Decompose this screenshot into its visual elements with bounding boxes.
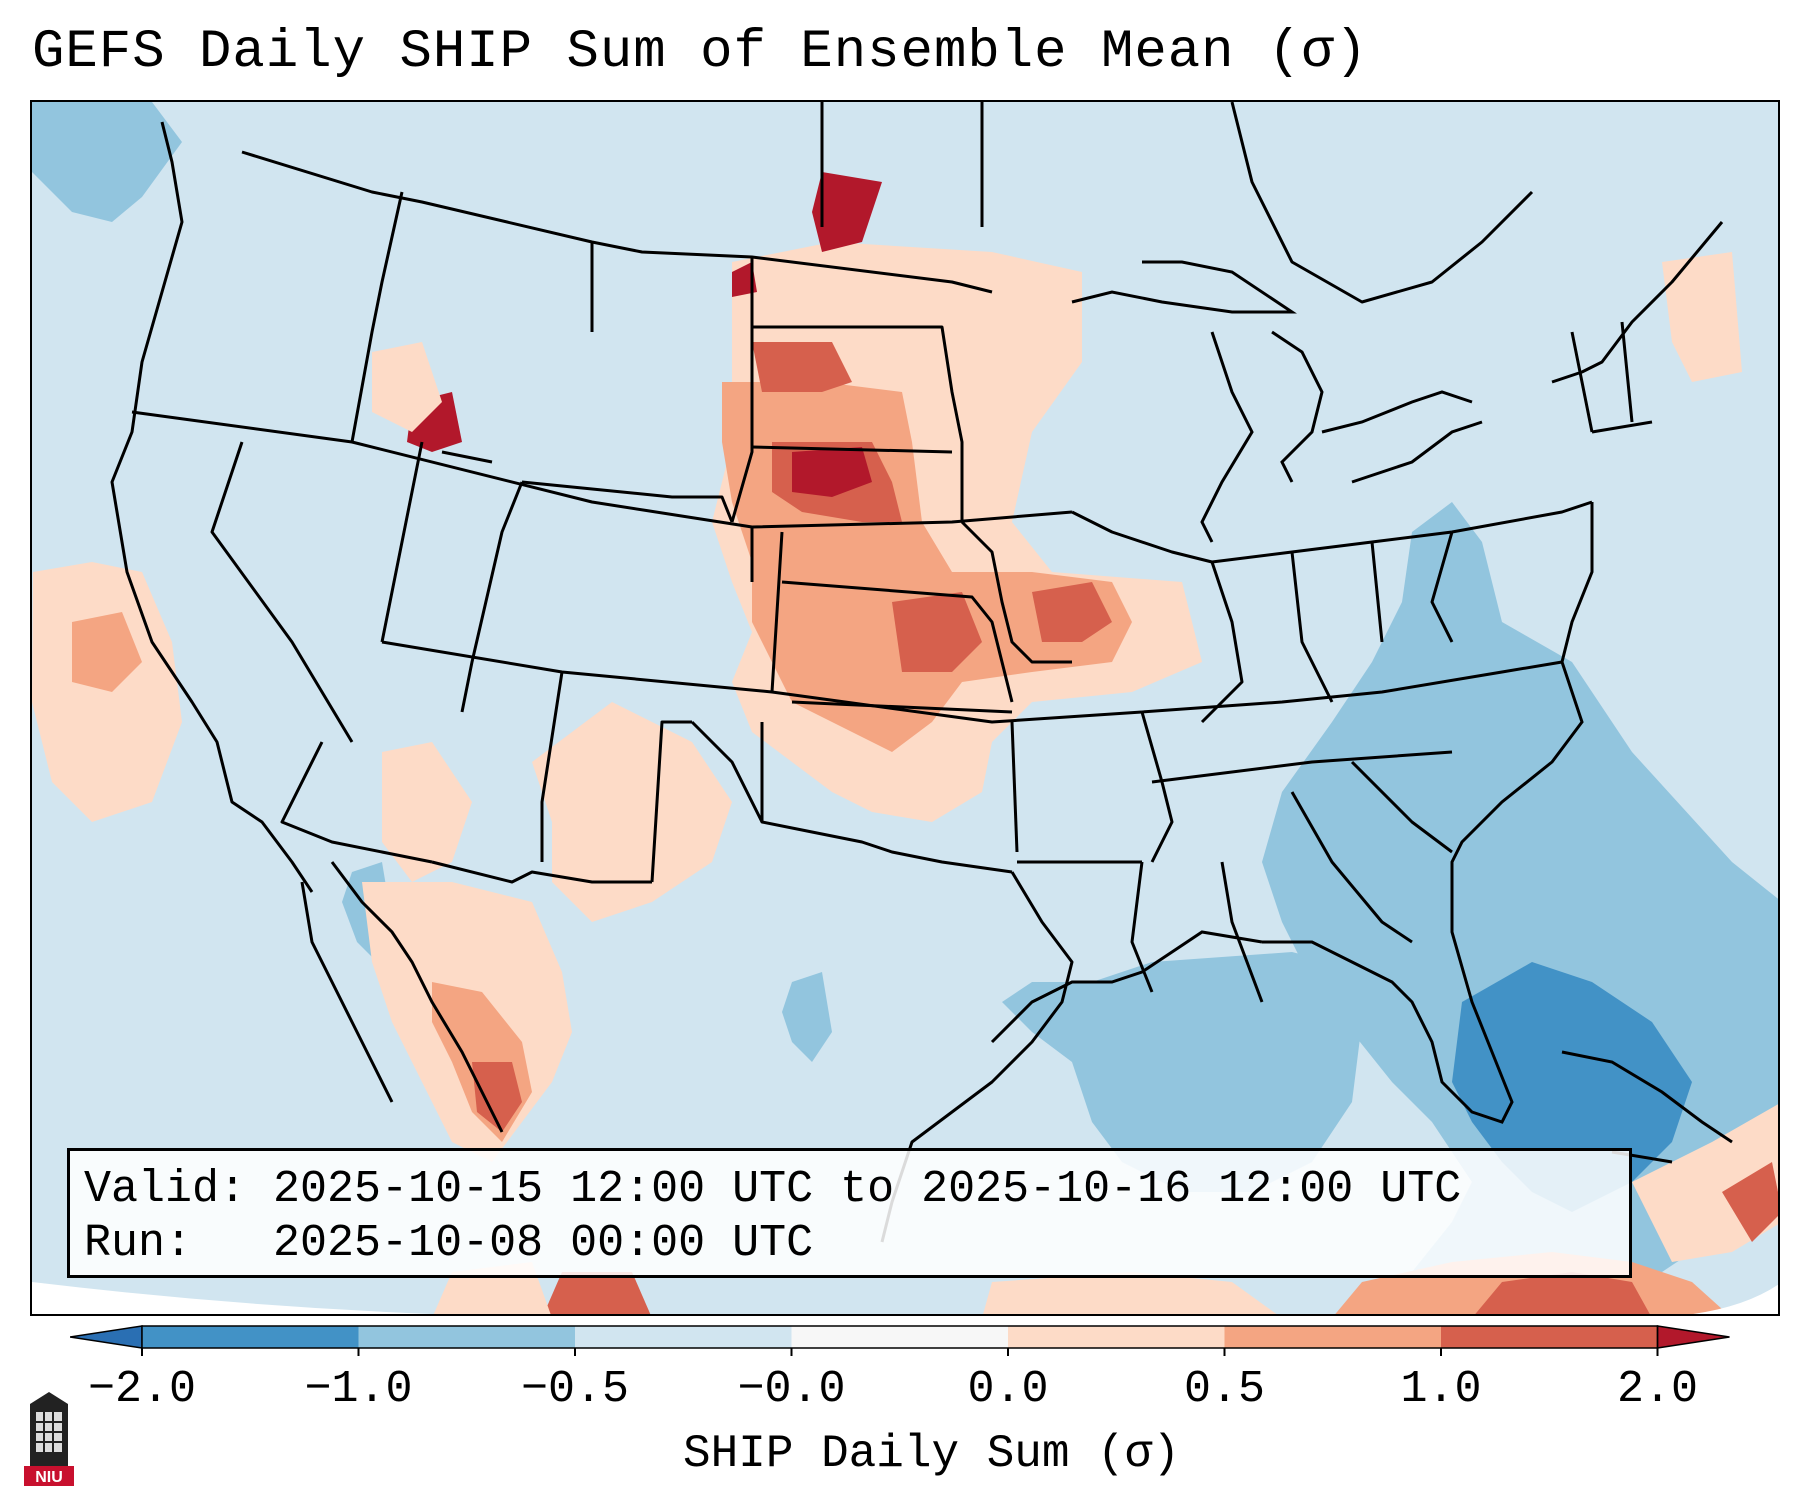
- colorbar-extend-high: [1656, 1325, 1730, 1349]
- colorbar-tick-label: 0.5: [1183, 1364, 1266, 1415]
- colorbar-tick-label: −2.0: [87, 1364, 197, 1415]
- projection-edge-left: [32, 1282, 433, 1314]
- ship-map: [32, 102, 1778, 1314]
- colorbar-bin: [358, 1326, 576, 1348]
- colorbar-bin: [1224, 1326, 1442, 1348]
- valid-value: 2025-10-15 12:00 UTC to 2025-10-16 12:00…: [273, 1164, 1462, 1215]
- colorbar-bin: [1008, 1326, 1225, 1348]
- colorbar-tick-label: 1.0: [1400, 1364, 1482, 1415]
- colorbar-bin: [575, 1326, 792, 1348]
- projection-edge-right: [1692, 1284, 1778, 1314]
- colorbar-tick-label: 2.0: [1616, 1364, 1699, 1415]
- negative-anomaly-field: [32, 102, 1778, 1314]
- colorbar-tick-marks: [141, 1348, 1659, 1356]
- coastlines: [300, 260, 1733, 1164]
- colorbar-bin: [142, 1326, 359, 1348]
- colorbar-bin: [791, 1326, 1009, 1348]
- map-panel: [30, 100, 1780, 1316]
- valid-run-info-box: Valid: 2025-10-15 12:00 UTC to 2025-10-1…: [67, 1148, 1632, 1278]
- colorbar-tick-label: −0.0: [737, 1364, 846, 1415]
- positive-anomaly-field: [32, 172, 1778, 1314]
- niu-logo-text: NIU: [35, 1469, 63, 1486]
- colorbar-extend-low: [70, 1325, 143, 1349]
- figure-title: GEFS Daily SHIP Sum of Ensemble Mean (σ): [32, 22, 1369, 83]
- run-label: Run:: [84, 1218, 193, 1269]
- colorbar-outline: [141, 1325, 1659, 1349]
- colorbar-bin: [1441, 1326, 1658, 1348]
- valid-label: Valid:: [84, 1164, 247, 1215]
- valid-row: Valid: 2025-10-15 12:00 UTC to 2025-10-1…: [84, 1163, 1615, 1217]
- run-row: Run: 2025-10-08 00:00 UTC: [84, 1217, 1615, 1271]
- colorbar-tick-label: −0.5: [520, 1364, 630, 1415]
- colorbar-tick-label: −1.0: [304, 1364, 413, 1415]
- colorbar: [70, 1325, 1730, 1356]
- colorbar-label: SHIP Daily Sum (σ): [683, 1428, 1180, 1480]
- niu-logo-icon: NIU: [24, 1392, 74, 1486]
- run-value: 2025-10-08 00:00 UTC: [273, 1218, 814, 1269]
- colorbar-tick-label: 0.0: [967, 1364, 1049, 1415]
- colorbar-bins: [70, 1325, 1730, 1349]
